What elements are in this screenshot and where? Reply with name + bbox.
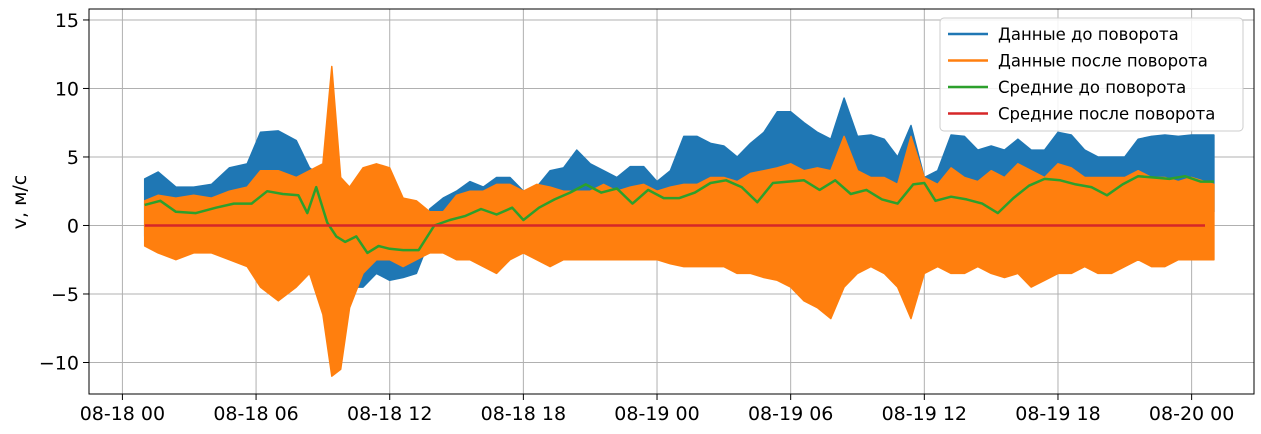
y-tick-label: 5: [67, 147, 79, 169]
x-tick-label: 08-18 18: [481, 403, 566, 425]
plot-frame: [88, 8, 1255, 395]
x-axis: 08-18 00 08-18 06 08-18 12 08-18 18 08-19 00…: [80, 394, 1234, 425]
y-tick-label: 10: [55, 78, 79, 100]
x-tick-label: 08-19 06: [748, 403, 833, 425]
series-1-band: [143, 65, 1215, 377]
x-tick-label: 08-19 00: [614, 403, 699, 425]
x-tick-label: 08-18 06: [213, 403, 298, 425]
y-tick-label: 15: [55, 10, 79, 32]
x-tick-label: 08-19 12: [882, 403, 967, 425]
x-tick-label: 08-19 18: [1015, 403, 1100, 425]
legend-label: Средние до поворота: [998, 78, 1186, 97]
legend-label: Средние после поворота: [998, 105, 1215, 124]
legend-label: Данные до поворота: [998, 25, 1179, 44]
y-axis-label: v, м/с: [9, 175, 31, 230]
y-tick-label: −10: [39, 352, 79, 374]
y-axis: −10 −5 0 5 10 15: [39, 10, 89, 374]
series-layer: [143, 65, 1215, 377]
legend-box: [939, 17, 1244, 132]
y-tick-label: 0: [67, 215, 79, 237]
series-2-line: [144, 174, 1214, 255]
legend-label: Данные после поворота: [998, 52, 1208, 71]
x-tick-label: 08-18 00: [80, 403, 165, 425]
x-tick-label: 08-20 00: [1149, 403, 1234, 425]
legend: Данные до поворота Данные после поворота С…: [939, 17, 1244, 132]
y-tick-label: −5: [51, 284, 79, 306]
x-tick-label: 08-18 12: [347, 403, 432, 425]
